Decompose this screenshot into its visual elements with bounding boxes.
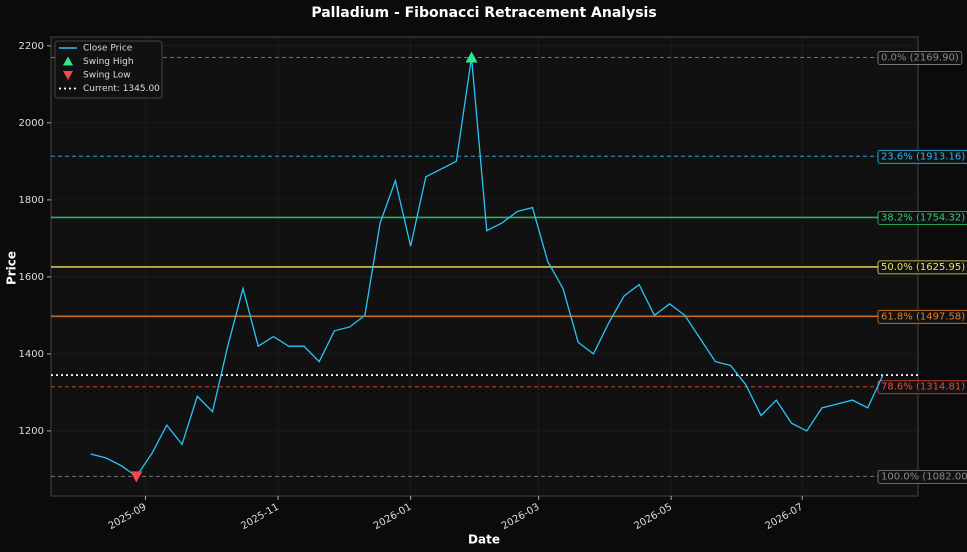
swing-marker: [130, 471, 143, 483]
price-line: [90, 57, 884, 478]
legend-box: [54, 40, 163, 99]
legend-label: Current: 1345.00: [83, 84, 160, 94]
legend-label: Swing Low: [83, 71, 131, 81]
fib-label: 61.8% (1497.58): [881, 311, 965, 322]
fib-label-box: [877, 211, 967, 225]
fib-label-box: [877, 149, 967, 164]
y-tick-label: 1600: [19, 272, 44, 283]
y-tick-label: 2200: [19, 41, 44, 52]
y-axis-label: Price: [5, 251, 19, 285]
legend-swatch: [63, 56, 73, 66]
y-tick-label: 1800: [19, 195, 44, 206]
legend-swatch: [63, 71, 73, 80]
fib-label: 100.0% (1082.00): [881, 471, 967, 482]
y-tick-label: 2000: [19, 118, 44, 129]
y-tick-label: 1200: [19, 426, 44, 437]
fib-label-box: [877, 309, 967, 324]
fib-label-box: [877, 469, 967, 484]
y-tick-label: 1400: [19, 349, 44, 360]
chart-title: Palladium - Fibonacci Retracement Analys…: [311, 5, 656, 21]
fib-label-box: [877, 260, 967, 275]
fib-label: 78.6% (1314.81): [881, 382, 965, 393]
x-axis-label: Date: [468, 533, 500, 547]
fib-label: 38.2% (1754.32): [881, 212, 965, 223]
fib-label: 23.6% (1913.16): [881, 151, 965, 162]
swing-marker: [465, 51, 478, 63]
legend-label: Close Price: [83, 44, 133, 54]
legend: Close Price Swing High Swing Low Current: 1…: [54, 40, 163, 99]
fib-label-box: [877, 51, 963, 65]
fib-label: 0.0% (2169.90): [881, 52, 959, 63]
legend-label: Swing High: [83, 57, 134, 67]
fib-label: 50.0% (1625.95): [881, 262, 965, 273]
